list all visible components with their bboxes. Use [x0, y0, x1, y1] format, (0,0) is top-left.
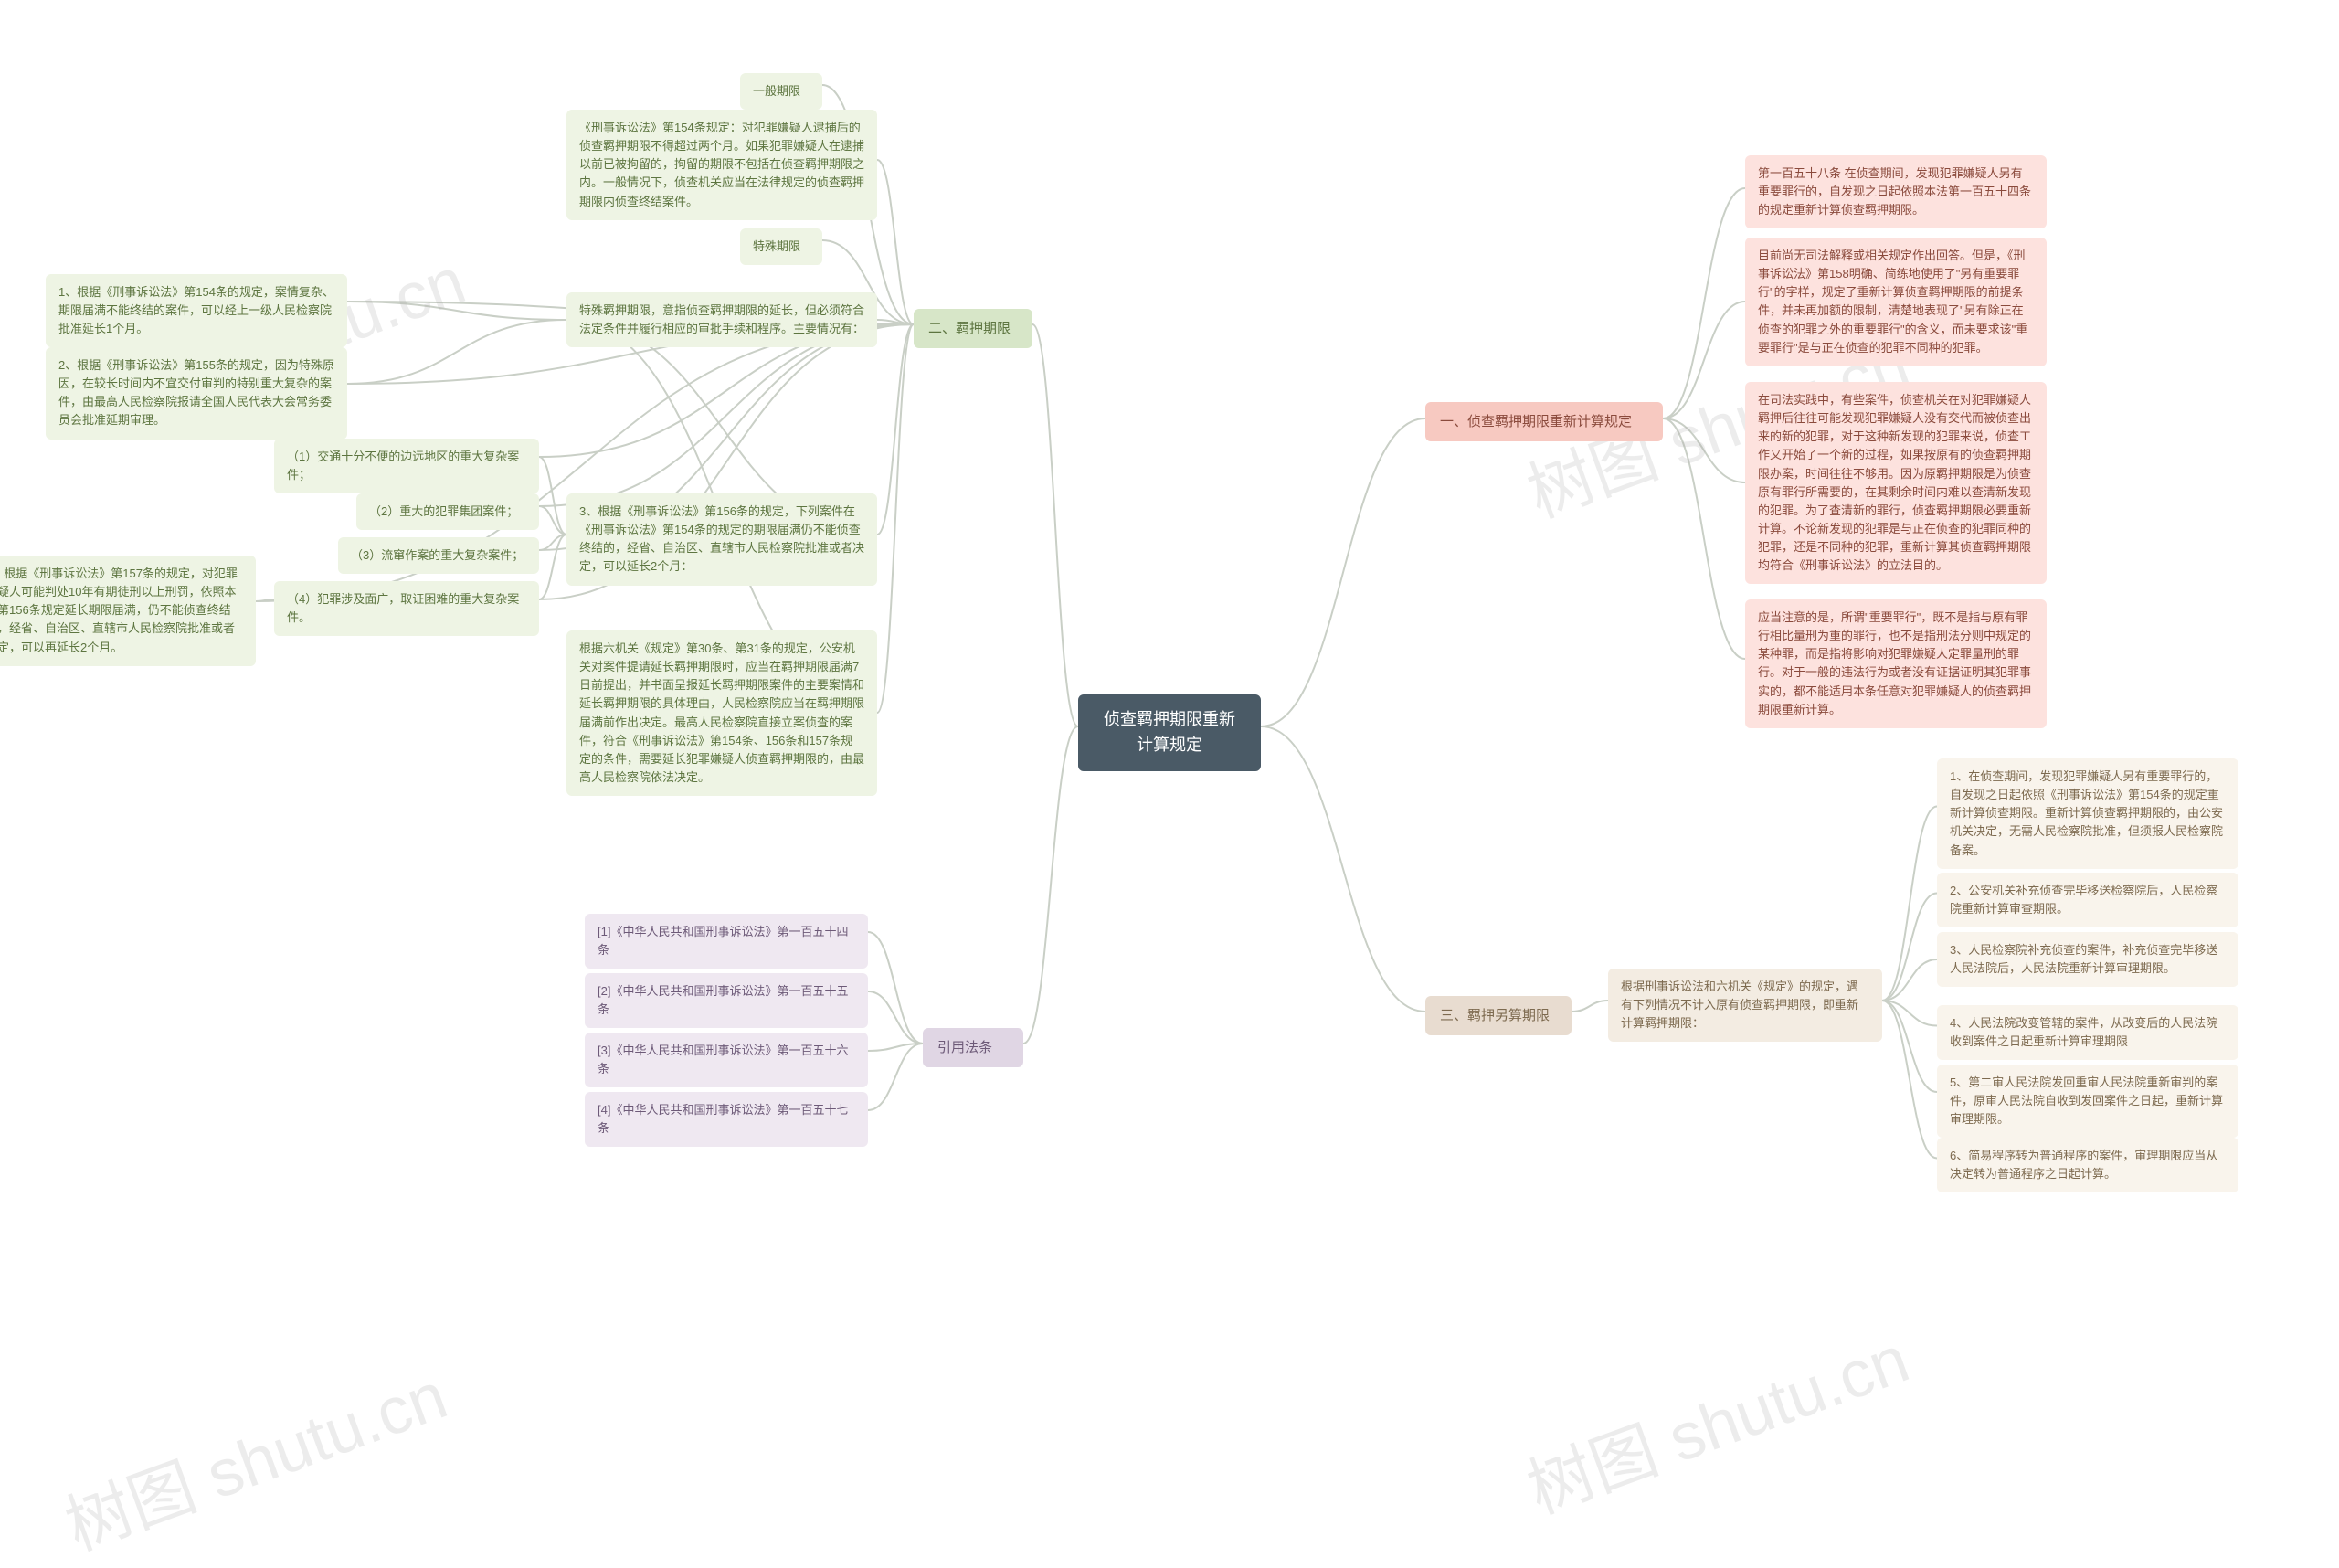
- leaf-node: 目前尚无司法解释或相关规定作出回答。但是，《刑事诉讼法》第158明确、简练地使用…: [1745, 238, 2047, 366]
- leaf-node: （1）交通十分不便的边远地区的重大复杂案件；: [274, 439, 539, 493]
- leaf-node: 4、人民法院改变管辖的案件，从改变后的人民法院收到案件之日起重新计算审理期限: [1937, 1005, 2238, 1060]
- leaf-node: 在司法实践中，有些案件，侦查机关在对犯罪嫌疑人羁押后往往可能发现犯罪嫌疑人没有交…: [1745, 382, 2047, 584]
- leaf-node: 1、根据《刑事诉讼法》第154条的规定，案情复杂、期限届满不能终结的案件，可以经…: [46, 274, 347, 347]
- leaf-node: [4]《中华人民共和国刑事诉讼法》第一百五十七条: [585, 1092, 868, 1147]
- leaf-node: 3、根据《刑事诉讼法》第156条的规定，下列案件在《刑事诉讼法》第154条的规定…: [566, 493, 877, 586]
- leaf-node: 5、第二审人民法院发回重审人民法院重新审判的案件，原审人民法院自收到发回案件之日…: [1937, 1065, 2238, 1138]
- leaf-node: 3、人民检察院补充侦查的案件，补充侦查完毕移送人民法院后，人民法院重新计算审理期…: [1937, 932, 2238, 987]
- leaf-node: 1、在侦查期间，发现犯罪嫌疑人另有重要罪行的，自发现之日起依照《刑事诉讼法》第1…: [1937, 758, 2238, 869]
- branch-node: 引用法条: [923, 1028, 1023, 1067]
- leaf-node: 2、公安机关补充侦查完毕移送检察院后，人民检察院重新计算审查期限。: [1937, 873, 2238, 927]
- branch-node: 二、羁押期限: [914, 309, 1032, 348]
- leaf-node: （4）犯罪涉及面广，取证困难的重大复杂案件。: [274, 581, 539, 636]
- branch-node: 一、侦查羁押期限重新计算规定: [1425, 402, 1663, 441]
- leaf-node: 《刑事诉讼法》第154条规定：对犯罪嫌疑人逮捕后的侦查羁押期限不得超过两个月。如…: [566, 110, 877, 220]
- watermark: 树图 shutu.cn: [50, 1342, 458, 1568]
- leaf-node: 6、简易程序转为普通程序的案件，审理期限应当从决定转为普通程序之日起计算。: [1937, 1138, 2238, 1192]
- leaf-node: 2、根据《刑事诉讼法》第155条的规定，因为特殊原因，在较长时间内不宜交付审判的…: [46, 347, 347, 440]
- leaf-node: （3）流窜作案的重大复杂案件；: [338, 537, 539, 574]
- sub-node: 根据刑事诉讼法和六机关《规定》的规定，遇有下列情况不计入原有侦查羁押期限，即重新…: [1608, 969, 1882, 1042]
- leaf-node: 应当注意的是，所谓"重要罪行"，既不是指与原有罪行相比量刑为重的罪行，也不是指刑…: [1745, 599, 2047, 728]
- watermark: 树图 shutu.cn: [1512, 1306, 1920, 1532]
- leaf-node: [3]《中华人民共和国刑事诉讼法》第一百五十六条: [585, 1033, 868, 1087]
- center-node: 侦查羁押期限重新计算规定: [1078, 694, 1261, 771]
- leaf-node: [1]《中华人民共和国刑事诉讼法》第一百五十四条: [585, 914, 868, 969]
- leaf-node: 特殊期限: [740, 228, 822, 265]
- leaf-node: （2）重大的犯罪集团案件；: [356, 493, 539, 530]
- branch-node: 三、羁押另算期限: [1425, 996, 1572, 1035]
- leaf-node: 4、根据《刑事诉讼法》第157条的规定，对犯罪嫌疑人可能判处10年有期徒刑以上刑…: [0, 556, 256, 666]
- leaf-node: [2]《中华人民共和国刑事诉讼法》第一百五十五条: [585, 973, 868, 1028]
- leaf-node: 一般期限: [740, 73, 822, 110]
- leaf-node: 第一百五十八条 在侦查期间，发现犯罪嫌疑人另有重要罪行的，自发现之日起依照本法第…: [1745, 155, 2047, 228]
- leaf-node: 根据六机关《规定》第30条、第31条的规定，公安机关对案件提请延长羁押期限时，应…: [566, 630, 877, 796]
- leaf-node: 特殊羁押期限，意指侦查羁押期限的延长，但必须符合法定条件并履行相应的审批手续和程…: [566, 292, 877, 347]
